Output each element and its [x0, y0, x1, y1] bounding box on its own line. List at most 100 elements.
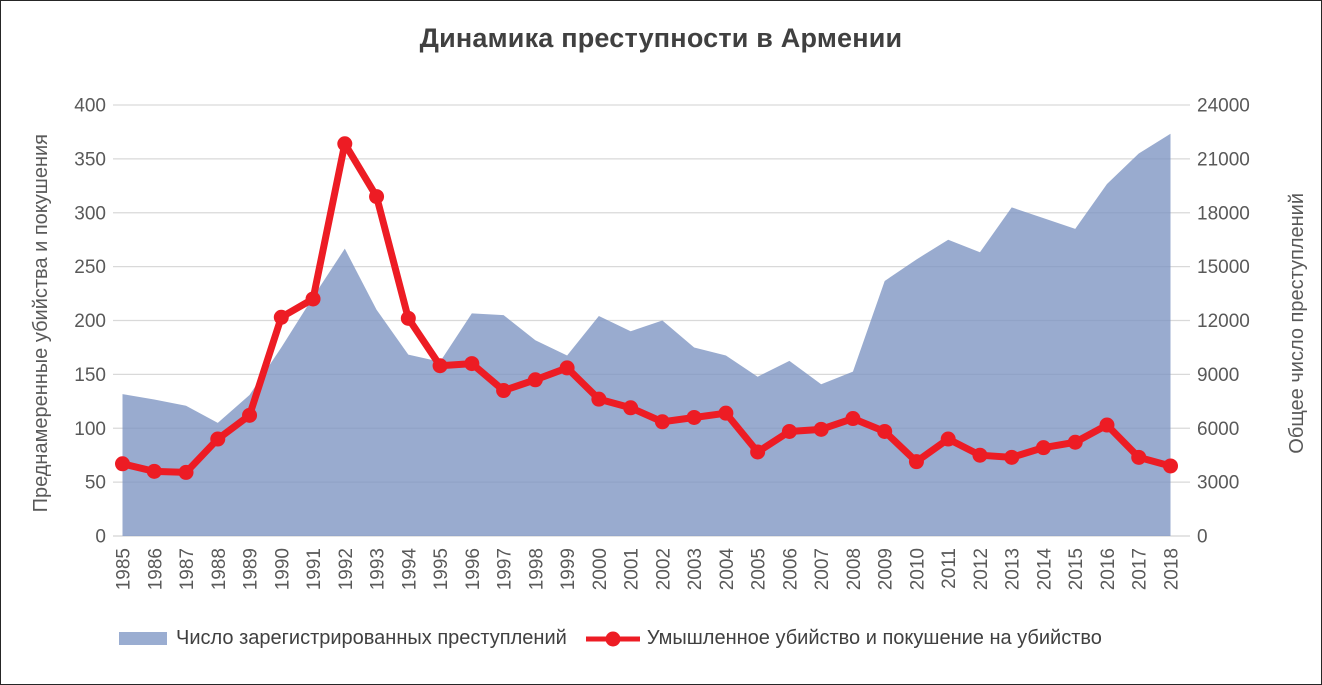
- legend-area-label: Число зарегистрированных преступлений: [176, 627, 567, 649]
- data-point-marker: [908, 454, 924, 470]
- x-axis-year-label: 1987: [177, 548, 198, 590]
- legend-line-label: Умышленное убийство и покушение на убийс…: [646, 627, 1102, 649]
- data-point-marker: [305, 291, 321, 307]
- x-axis-year-label: 2006: [780, 548, 801, 590]
- data-point-marker: [1163, 458, 1178, 474]
- x-axis-year-label: 1999: [558, 548, 579, 590]
- x-axis-year-label: 2013: [1003, 548, 1024, 590]
- data-point-marker: [337, 136, 353, 152]
- x-axis-year-label: 2017: [1130, 548, 1151, 590]
- data-point-marker: [559, 360, 575, 376]
- data-point-marker: [1067, 434, 1083, 450]
- chart-title: Динамика преступности в Армении: [419, 23, 903, 53]
- x-axis-year-label: 1993: [368, 548, 389, 590]
- data-point-marker: [654, 414, 670, 430]
- data-point-marker: [146, 463, 162, 479]
- data-point-marker: [1131, 449, 1147, 465]
- x-axis-year-label: 1997: [495, 548, 516, 590]
- data-point-marker: [623, 400, 639, 416]
- right-axis-tick-label: 0: [1197, 527, 1208, 548]
- left-axis-tick-label: 300: [74, 203, 106, 224]
- area-series: [122, 133, 1171, 536]
- data-point-marker: [940, 431, 956, 447]
- x-axis-year-label: 2015: [1066, 548, 1087, 590]
- left-axis-tick-label: 50: [85, 473, 106, 494]
- data-point-marker: [115, 456, 130, 472]
- x-axis-year-label: 2009: [876, 548, 897, 590]
- legend-entry-line: Умышленное убийство и покушение на убийс…: [585, 627, 1102, 650]
- right-axis-tick-label: 21000: [1197, 149, 1250, 170]
- x-axis-year-label: 2010: [907, 548, 928, 590]
- x-axis-year-label: 2018: [1162, 548, 1183, 590]
- x-axis-year-label: 2002: [653, 548, 674, 590]
- x-axis-year-label: 1994: [399, 548, 420, 591]
- legend: Число зарегистрированных преступлений Ум…: [119, 627, 1209, 650]
- data-point-marker: [210, 431, 226, 447]
- x-axis-year-label: 1990: [272, 548, 293, 590]
- x-axis-year-label: 1986: [145, 548, 166, 590]
- data-point-marker: [242, 407, 258, 423]
- data-point-marker: [527, 372, 543, 388]
- legend-entry-area: Число зарегистрированных преступлений: [119, 627, 567, 650]
- line-series: [119, 140, 1174, 476]
- left-axis-title-container: Преднамеренные убийства и покушения: [23, 85, 59, 561]
- right-axis-tick-label: 6000: [1197, 419, 1239, 440]
- left-axis-tick-label: 100: [74, 419, 106, 440]
- data-point-marker: [813, 421, 829, 437]
- x-axis-year-label: 2005: [749, 548, 770, 590]
- data-point-marker: [400, 310, 416, 326]
- x-axis-year-label: 1996: [463, 548, 484, 590]
- x-axis-year-label: 1992: [336, 548, 357, 590]
- x-axis-year-label: 2004: [717, 548, 738, 591]
- data-point-marker: [750, 444, 766, 460]
- data-point-marker: [845, 411, 861, 427]
- x-axis-year-label: 2008: [844, 548, 865, 590]
- right-axis-title-container: Общее число преступлений: [1279, 85, 1315, 561]
- x-axis-year-label: 1995: [431, 548, 452, 590]
- data-point-marker: [686, 409, 702, 425]
- data-point-marker: [464, 356, 480, 372]
- right-axis-tick-label: 9000: [1197, 365, 1239, 386]
- right-axis-title: Общее число преступлений: [1285, 192, 1308, 454]
- data-point-marker: [1004, 449, 1020, 465]
- right-axis-tick-label: 18000: [1197, 203, 1250, 224]
- right-axis-tick-label: 3000: [1197, 473, 1239, 494]
- x-axis-year-label: 1998: [526, 548, 547, 590]
- data-point-marker: [432, 358, 448, 374]
- x-axis-year-label: 2011: [939, 548, 960, 589]
- right-axis-tick-label: 15000: [1197, 257, 1250, 278]
- x-axis-year-label: 1991: [304, 548, 325, 590]
- left-axis-tick-label: 200: [74, 311, 106, 332]
- left-axis-tick-label: 150: [74, 365, 106, 386]
- x-axis-year-label: 2000: [590, 548, 611, 590]
- x-axis-year-label: 2016: [1098, 548, 1119, 590]
- right-axis-tick-label: 24000: [1197, 96, 1250, 117]
- x-axis-year-label: 2007: [812, 548, 833, 590]
- left-axis-title: Преднамеренные убийства и покушения: [29, 133, 52, 513]
- data-point-marker: [972, 447, 988, 463]
- x-axis-year-label: 2014: [1034, 548, 1055, 591]
- x-axis-year-label: 1989: [241, 548, 262, 590]
- data-point-marker: [718, 405, 734, 421]
- data-point-marker: [178, 464, 194, 480]
- left-axis-tick-label: 0: [95, 527, 106, 548]
- x-axis-year-label: 2003: [685, 548, 706, 590]
- x-axis-year-label: 2012: [971, 548, 992, 590]
- x-axis-year-label: 1988: [209, 548, 230, 590]
- right-axis-tick-label: 12000: [1197, 311, 1250, 332]
- line-series-swatch-icon: [585, 631, 640, 646]
- data-point-marker: [591, 391, 607, 407]
- data-point-marker: [781, 423, 797, 439]
- x-axis-year-label: 2001: [622, 548, 643, 590]
- data-point-marker: [877, 423, 893, 439]
- data-point-marker: [273, 309, 289, 325]
- x-axis-year-label: 1985: [114, 548, 135, 590]
- data-point-marker: [369, 189, 385, 205]
- data-point-marker: [1035, 440, 1051, 456]
- data-point-marker: [496, 383, 512, 399]
- left-axis-tick-label: 350: [74, 149, 106, 170]
- data-point-marker: [1099, 417, 1115, 433]
- area-series-swatch-icon: [119, 632, 167, 645]
